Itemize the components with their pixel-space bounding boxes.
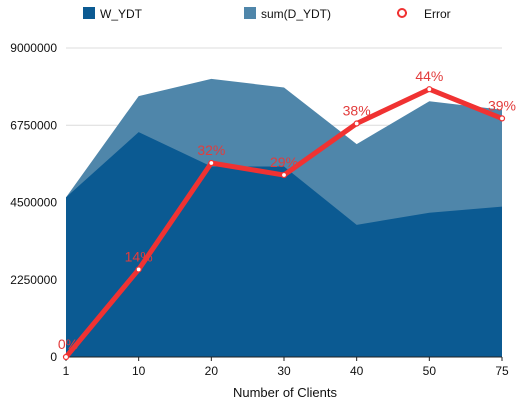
x-tick-label-10: 10 (132, 364, 146, 378)
y-tick-label-0: 0 (50, 350, 57, 364)
error-series: 0% 14% 32% 29% 38% 44% 39% (58, 68, 516, 361)
y-tick-label-4500000: 4500000 (10, 196, 57, 210)
x-tick-label-1: 1 (63, 364, 70, 378)
legend-marker-error (397, 8, 407, 18)
axes (65, 356, 503, 361)
x-tick-label-50: 50 (423, 364, 437, 378)
x-tick-label-40: 40 (350, 364, 364, 378)
legend-label-error: Error (424, 7, 451, 21)
error-point-75 (498, 115, 506, 122)
x-tick-label-75: 75 (495, 364, 509, 378)
x-tick-label-30: 30 (277, 364, 291, 378)
y-tick-label-6750000: 6750000 (10, 118, 57, 132)
error-data-label-20: 32% (197, 142, 225, 158)
error-data-label-75: 39% (488, 97, 516, 113)
tick-labels: 0 2250000 4500000 6750000 9000000 1 10 20 30 40 50… (10, 41, 509, 378)
error-point-20 (208, 159, 215, 167)
legend-label-w-ydt: W_YDT (100, 7, 143, 21)
error-point-40 (353, 120, 360, 127)
error-data-label-30: 29% (270, 154, 298, 170)
legend-label-sum-d-ydt: sum(D_YDT) (261, 7, 331, 21)
legend: W_YDT sum(D_YDT) Error (83, 7, 451, 21)
error-data-label-50: 44% (415, 68, 443, 84)
error-point-50 (426, 86, 433, 93)
legend-swatch-sum-d-ydt (244, 7, 256, 19)
area-series (66, 78, 502, 358)
y-tick-label-9000000: 9000000 (10, 41, 57, 55)
error-data-label-1: 0% (58, 336, 78, 352)
x-tick-label-20: 20 (205, 364, 219, 378)
area-w-ydt (66, 132, 502, 357)
x-axis-title: Number of Clients (233, 385, 338, 400)
error-point-1 (62, 353, 70, 361)
error-data-label-40: 38% (343, 103, 371, 119)
error-point-10 (135, 266, 142, 273)
error-data-label-10: 14% (125, 248, 153, 264)
y-tick-label-2250000: 2250000 (10, 273, 57, 287)
legend-swatch-w-ydt (83, 7, 95, 19)
error-point-30 (280, 171, 288, 179)
